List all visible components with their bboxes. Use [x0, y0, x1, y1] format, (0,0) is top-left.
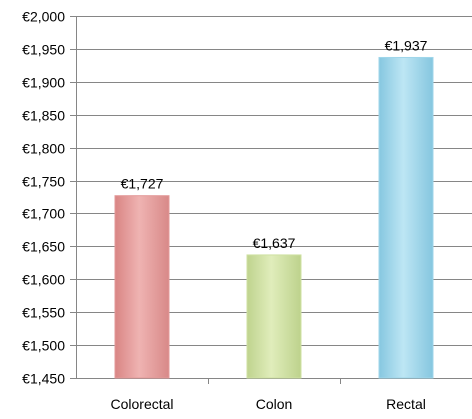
x-category-label: Colon	[256, 396, 293, 412]
y-tick-label: €1,450	[22, 371, 65, 387]
y-tick-label: €1,650	[22, 239, 65, 255]
bar-colorectal	[114, 195, 170, 379]
y-tick-label: €1,800	[22, 141, 65, 157]
y-tick-label: €1,500	[22, 338, 65, 354]
x-category-label: Colorectal	[110, 396, 173, 412]
bars	[114, 56, 434, 379]
labels: €1,450 €1,500 €1,550 €1,600 €1,650 €1,700 €1,7…	[22, 9, 427, 413]
y-tick-label: €2,000	[22, 9, 65, 25]
data-label: €1,937	[385, 37, 428, 53]
bar-rectal	[378, 56, 434, 379]
y-tick-label: €1,700	[22, 206, 65, 222]
y-tick-label: €1,600	[22, 272, 65, 288]
data-label: €1,727	[121, 176, 164, 192]
y-tick-label: €1,750	[22, 174, 65, 190]
y-tick-label: €1,900	[22, 75, 65, 91]
y-tick-label: €1,850	[22, 108, 65, 124]
x-category-label: Rectal	[386, 396, 426, 412]
y-tick-label: €1,950	[22, 42, 65, 58]
bar-colon	[246, 254, 302, 379]
data-label: €1,637	[253, 235, 296, 251]
y-tick-label: €1,550	[22, 305, 65, 321]
